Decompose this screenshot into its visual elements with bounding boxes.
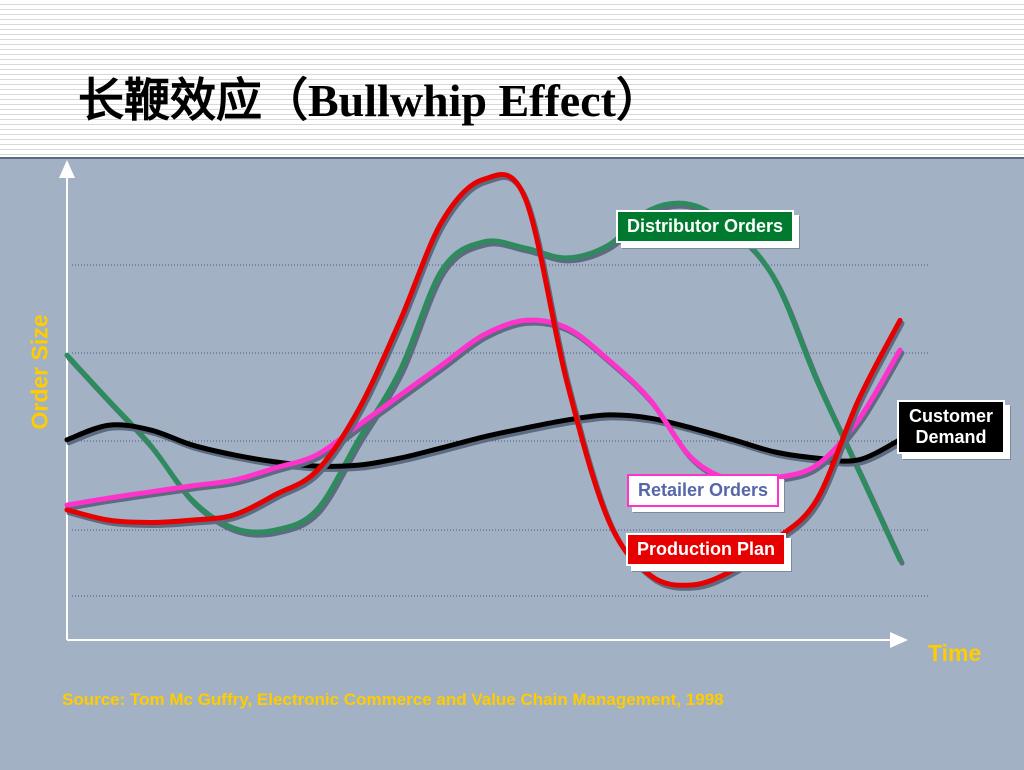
header-background — [0, 0, 1024, 157]
y-axis-label: Order Size — [26, 314, 53, 430]
source-note: Source: Tom Mc Guffry, Electronic Commer… — [62, 690, 724, 709]
series-label: Customer Demand — [897, 400, 1005, 454]
chart-title: 长鞭效应（Bullwhip Effect） — [78, 75, 662, 126]
line-shadow — [66, 203, 905, 566]
series-label: Distributor Orders — [616, 210, 795, 243]
series-label: Production Plan — [626, 533, 787, 566]
series-label: Retailer Orders — [627, 474, 780, 507]
series-line — [64, 412, 903, 469]
x-axis-label: Time — [928, 640, 982, 666]
